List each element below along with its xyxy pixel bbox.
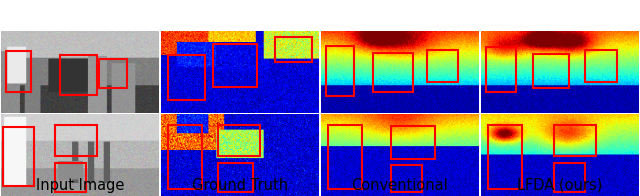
Bar: [168, 55, 205, 101]
Bar: [486, 47, 516, 92]
Bar: [427, 50, 458, 82]
Bar: [533, 54, 570, 88]
Bar: [488, 125, 522, 189]
Text: Conventional: Conventional: [351, 178, 449, 193]
Bar: [218, 163, 253, 191]
Bar: [218, 125, 260, 156]
Bar: [585, 50, 617, 82]
Bar: [99, 59, 127, 88]
Text: Ground Truth: Ground Truth: [192, 178, 288, 193]
Bar: [60, 55, 97, 95]
Bar: [326, 45, 355, 96]
Bar: [55, 163, 86, 191]
Bar: [554, 163, 585, 191]
Bar: [328, 125, 362, 189]
Text: Input Image: Input Image: [36, 178, 124, 193]
Bar: [168, 125, 202, 189]
Bar: [390, 126, 435, 159]
Bar: [373, 53, 413, 92]
Bar: [213, 44, 257, 87]
Bar: [55, 125, 97, 156]
Bar: [6, 51, 31, 92]
Bar: [3, 127, 35, 186]
Text: LFDA (ours): LFDA (ours): [517, 178, 603, 193]
Bar: [390, 165, 422, 191]
Bar: [554, 125, 596, 156]
Bar: [275, 37, 312, 62]
